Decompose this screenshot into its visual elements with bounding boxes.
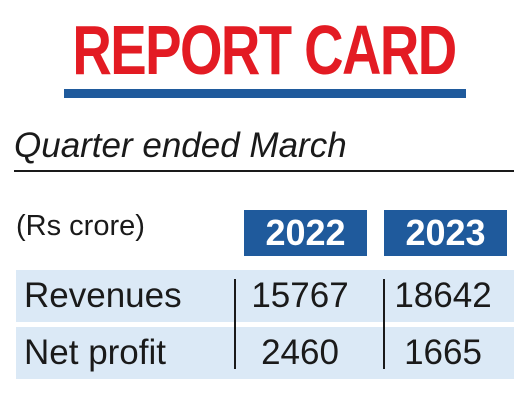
column-divider (383, 279, 385, 369)
value-2022: 2460 (261, 333, 339, 372)
value-2023: 18642 (394, 276, 492, 315)
value-2022: 15767 (251, 276, 349, 315)
title-underline (64, 89, 466, 98)
value-2023: 1665 (404, 333, 482, 372)
subtitle-divider (14, 170, 514, 172)
column-divider (234, 279, 236, 369)
unit-label: (Rs crore) (16, 210, 145, 242)
row-label: Revenues (24, 276, 182, 315)
table-row-revenues: Revenues 15767 18642 (16, 270, 514, 322)
year-header-2022: 2022 (244, 210, 367, 256)
report-title: REPORT CARD (72, 11, 457, 89)
row-label: Net profit (24, 333, 166, 372)
table-row-net-profit: Net profit 2460 1665 (16, 327, 514, 379)
year-header-2023: 2023 (384, 210, 507, 256)
subtitle: Quarter ended March (14, 126, 347, 165)
